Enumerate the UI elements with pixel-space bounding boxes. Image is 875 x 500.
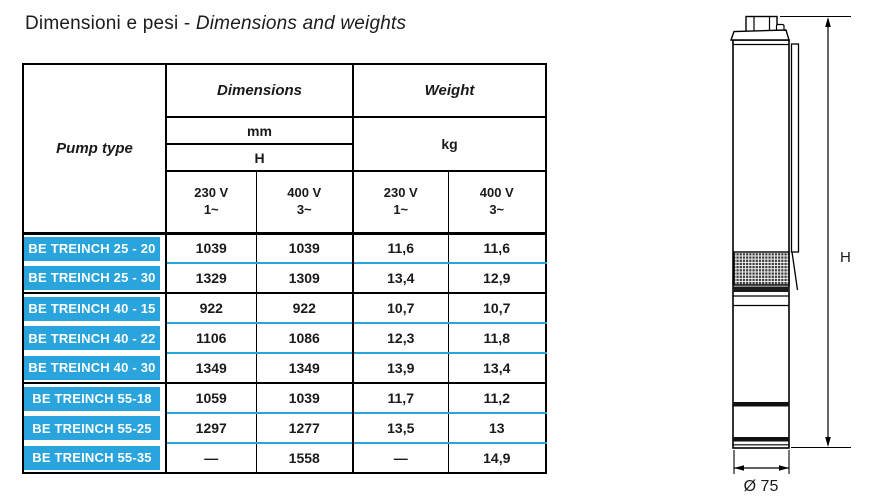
header-row-voltages: 230 V 1~ 400 V 3~ 230 V 1~ 400 V 3~ <box>23 171 546 235</box>
pump-type-cell: BE TREINCH 40 - 22 <box>23 323 166 353</box>
top-flange <box>730 29 790 41</box>
h-dimension-header: H <box>165 144 353 172</box>
value-cell: 12,3 <box>352 322 448 353</box>
pump-type-label: BE TREINCH 25 - 20 <box>24 236 160 261</box>
table-row: BE TREINCH 40 - 22 1106 1086 12,3 11,8 <box>23 322 546 353</box>
header-row-h: H <box>23 144 546 172</box>
value-cell: 1086 <box>255 322 353 353</box>
value-cell: 1059 <box>165 382 256 413</box>
value-cell: 1039 <box>255 232 353 263</box>
table-row: BE TREINCH 55-25 1297 1277 13,5 13 <box>23 412 546 443</box>
voltage-header-wt-230: 230 V 1~ <box>352 171 448 235</box>
pump-table-body: BE TREINCH 25 - 20 1039 1039 11,6 11,6 BE TRE… <box>23 232 546 473</box>
value-cell: 11,7 <box>352 382 448 413</box>
voltage-header-wt-400: 400 V 3~ <box>447 171 546 235</box>
value-cell: — <box>352 442 448 473</box>
value-cell: 1106 <box>165 322 256 353</box>
pump-type-cell: BE TREINCH 55-25 <box>23 413 166 443</box>
pump-type-cell: BE TREINCH 55-35 <box>23 443 166 473</box>
value-cell: 13,4 <box>447 352 546 383</box>
voltage-header-dim-400: 400 V 3~ <box>255 171 353 235</box>
kg-unit-header: kg <box>352 117 546 172</box>
pump-type-cell: BE TREINCH 40 - 30 <box>23 353 166 383</box>
table-row: BE TREINCH 25 - 20 1039 1039 11,6 11,6 <box>23 232 546 263</box>
pump-type-cell: BE TREINCH 25 - 30 <box>23 263 166 293</box>
pump-type-label: BE TREINCH 25 - 30 <box>24 265 160 290</box>
value-cell: 11,2 <box>447 382 546 413</box>
value-cell: 12,9 <box>447 262 546 293</box>
value-cell: 1329 <box>165 262 256 293</box>
pump-type-label: BE TREINCH 55-25 <box>24 416 160 440</box>
value-cell: 10,7 <box>447 292 546 323</box>
value-cell: 1558 <box>255 442 353 473</box>
pump-type-label: BE TREINCH 40 - 15 <box>24 296 160 321</box>
height-dimension: H <box>780 15 851 449</box>
header-row-groups: Pump type Dimensions Weight <box>23 64 546 235</box>
table-row: BE TREINCH 40 - 15 922 922 10,7 10,7 <box>23 292 546 323</box>
value-cell: 13 <box>447 412 546 443</box>
page-title-english: Dimensions and weights <box>195 13 407 34</box>
height-dimension-label: H <box>840 249 851 266</box>
pump-type-label: BE TREINCH 40 - 22 <box>24 326 160 350</box>
value-cell: 11,6 <box>447 232 546 263</box>
value-cell: 922 <box>165 292 256 323</box>
diameter-dimension-label: Ø 75 <box>744 478 779 495</box>
header-row-units: mm kg <box>23 117 546 172</box>
value-cell: 13,4 <box>352 262 448 293</box>
pump-type-cell: BE TREINCH 40 - 15 <box>23 292 166 323</box>
dimensions-header: Dimensions <box>165 64 353 118</box>
value-cell: 1349 <box>255 352 353 383</box>
page-title: Dimensioni e pesi - Dimensions and weigh… <box>25 13 406 35</box>
value-cell: 13,5 <box>352 412 448 443</box>
weight-header: Weight <box>352 64 546 118</box>
page-title-italian: Dimensioni e pesi - <box>25 13 196 34</box>
pump-drawing: H Ø 75 <box>690 0 875 500</box>
value-cell: 1297 <box>165 412 256 443</box>
pump-body <box>730 15 790 449</box>
value-cell: 11,6 <box>352 232 448 263</box>
value-cell: 11,8 <box>447 322 546 353</box>
diameter-dimension: Ø 75 <box>733 450 790 495</box>
table-row: BE TREINCH 55-18 1059 1039 11,7 11,2 <box>23 382 546 413</box>
voltage-header-dim-230: 230 V 1~ <box>165 171 256 235</box>
cable-guard <box>790 43 800 291</box>
value-cell: 1349 <box>165 352 256 383</box>
pump-type-label: BE TREINCH 55-18 <box>24 386 160 411</box>
value-cell: — <box>165 442 256 473</box>
value-cell: 10,7 <box>352 292 448 323</box>
pump-type-cell: BE TREINCH 55-18 <box>23 382 166 413</box>
pump-type-cell: BE TREINCH 25 - 20 <box>23 232 166 263</box>
value-cell: 1309 <box>255 262 353 293</box>
mm-unit-header: mm <box>165 117 353 145</box>
table-row: BE TREINCH 55-35—1558—14,9 <box>23 442 546 473</box>
table-row: BE TREINCH 25 - 30 1329 1309 13,4 12,9 <box>23 262 546 293</box>
value-cell: 1039 <box>255 382 353 413</box>
pump-drawing-svg: H Ø 75 <box>730 15 851 495</box>
pump-type-header: Pump type <box>23 64 166 235</box>
value-cell: 14,9 <box>447 442 546 473</box>
pump-type-label: BE TREINCH 55-35 <box>24 445 160 470</box>
value-cell: 1039 <box>165 232 256 263</box>
table-row: BE TREINCH 40 - 30 1349 1349 13,9 13,4 <box>23 352 546 383</box>
value-cell: 13,9 <box>352 352 448 383</box>
value-cell: 1277 <box>255 412 353 443</box>
pump-spec-table: Pump type Dimensions Weight mm kg H 230 … <box>22 63 547 474</box>
suction-strainer <box>733 251 790 286</box>
pump-type-label: BE TREINCH 40 - 30 <box>24 355 160 380</box>
value-cell: 922 <box>255 292 353 323</box>
